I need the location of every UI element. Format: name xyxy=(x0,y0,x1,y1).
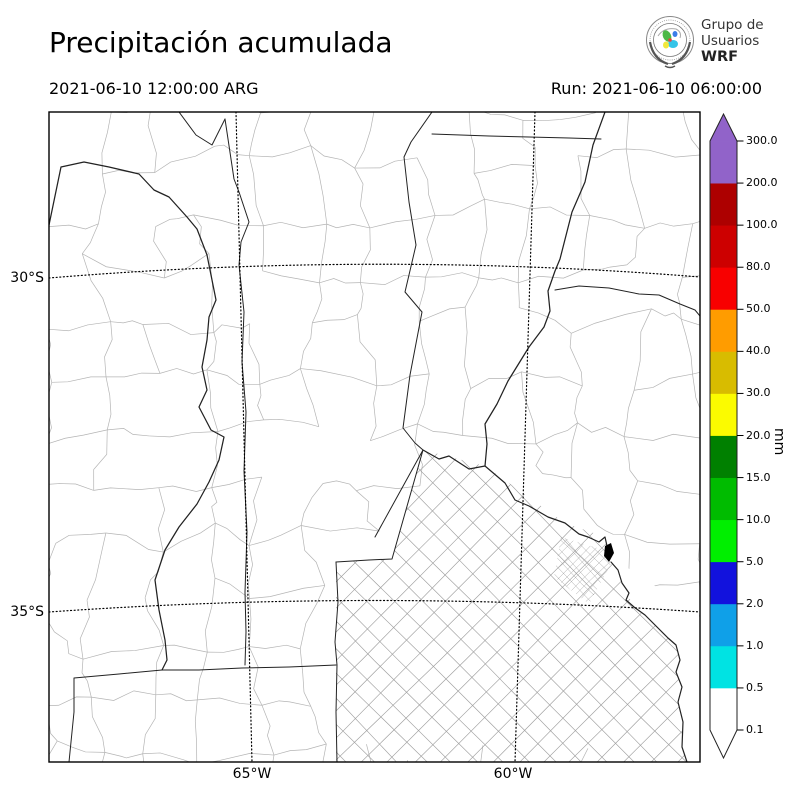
city-patch xyxy=(604,543,614,562)
colorbar-arrow-down xyxy=(710,730,737,758)
colorbar-segment xyxy=(710,267,737,310)
colorbar-segment xyxy=(710,393,737,436)
colorbar-segment xyxy=(710,603,737,647)
colorbar-segment xyxy=(710,561,737,605)
province-boundary-line xyxy=(374,449,424,538)
graticule-line xyxy=(49,263,700,279)
colorbar-tick-label: 10.0 xyxy=(746,512,771,526)
page-title: Precipitación acumulada xyxy=(49,26,393,59)
valid-time-label: 2021-06-10 12:00:00 ARG xyxy=(49,79,259,98)
colorbar-segment xyxy=(710,645,737,689)
province-boundaries xyxy=(49,112,700,762)
colorbar-tick-label: 200.0 xyxy=(746,176,778,190)
logo-line-1: Grupo de xyxy=(701,17,764,33)
lat-tick-label: 35°S xyxy=(10,604,44,620)
colorbar-arrow-up xyxy=(710,114,737,142)
colorbar-tick-label: 50.0 xyxy=(746,302,771,316)
colorbar-segment xyxy=(710,435,737,478)
graticule-line xyxy=(514,112,536,762)
province-boundary-line xyxy=(224,118,250,666)
province-boundary-line xyxy=(484,112,606,467)
logo-line-3: WRF xyxy=(701,49,739,65)
province-boundary-line xyxy=(554,285,700,317)
graticule xyxy=(49,112,700,762)
colorbar-tick-label: 2.0 xyxy=(746,596,764,610)
colorbar-segment xyxy=(710,225,737,268)
map-canvas xyxy=(49,112,700,762)
colorbar-tick-label: 40.0 xyxy=(746,344,771,358)
province-boundary-line xyxy=(49,161,225,671)
rio-de-la-plata-water xyxy=(611,562,700,762)
colorbar-tick-label: 100.0 xyxy=(746,218,778,232)
province-boundary-line xyxy=(334,561,339,762)
colorbar-segment xyxy=(710,351,737,394)
colorbar-tick-label: 5.0 xyxy=(746,554,764,568)
colorbar-segment xyxy=(710,309,737,352)
lon-tick-label: 60°W xyxy=(493,766,533,782)
colorbar-units-label: mm xyxy=(771,428,787,456)
colorbar xyxy=(709,112,744,760)
province-boundary-line xyxy=(422,449,608,547)
province-boundary-line xyxy=(402,112,433,451)
map-frame xyxy=(48,111,701,763)
run-time-label: Run: 2021-06-10 06:00:00 xyxy=(550,79,762,98)
graticule-line xyxy=(235,112,253,762)
colorbar-tick-label: 20.0 xyxy=(746,428,771,442)
province-boundary-line xyxy=(178,112,226,146)
colorbar-segment xyxy=(710,477,737,521)
colorbar-tick-label: 0.1 xyxy=(746,723,764,736)
colorbar-segment xyxy=(710,687,737,731)
buenos-aires-dense-mesh xyxy=(336,450,687,762)
colorbar-tick-label: 1.0 xyxy=(746,638,764,652)
lon-tick-label: 65°W xyxy=(232,766,272,782)
wrf-logo-emblem xyxy=(646,16,694,69)
graticule-line xyxy=(49,599,700,613)
lat-tick-label: 30°S xyxy=(10,270,44,286)
province-boundary-line xyxy=(610,561,688,762)
colorbar-segment xyxy=(710,183,737,226)
logo-line-2: Usuarios xyxy=(701,33,760,49)
colorbar-tick-label: 80.0 xyxy=(746,260,771,274)
province-boundary-line xyxy=(431,133,602,140)
province-boundary-line xyxy=(335,449,424,563)
province-boundary-line xyxy=(68,664,337,762)
colorbar-tick-label: 300.0 xyxy=(746,134,778,147)
colorbar-tick-label: 30.0 xyxy=(746,386,771,400)
colorbar-tick-label: 15.0 xyxy=(746,470,771,484)
wrf-logo-text: Grupo de Usuarios WRF xyxy=(701,17,764,65)
colorbar-segment xyxy=(710,519,737,563)
colorbar-tick-label: 0.5 xyxy=(746,680,764,694)
department-mesh xyxy=(49,112,700,762)
colorbar-segment xyxy=(710,141,737,184)
